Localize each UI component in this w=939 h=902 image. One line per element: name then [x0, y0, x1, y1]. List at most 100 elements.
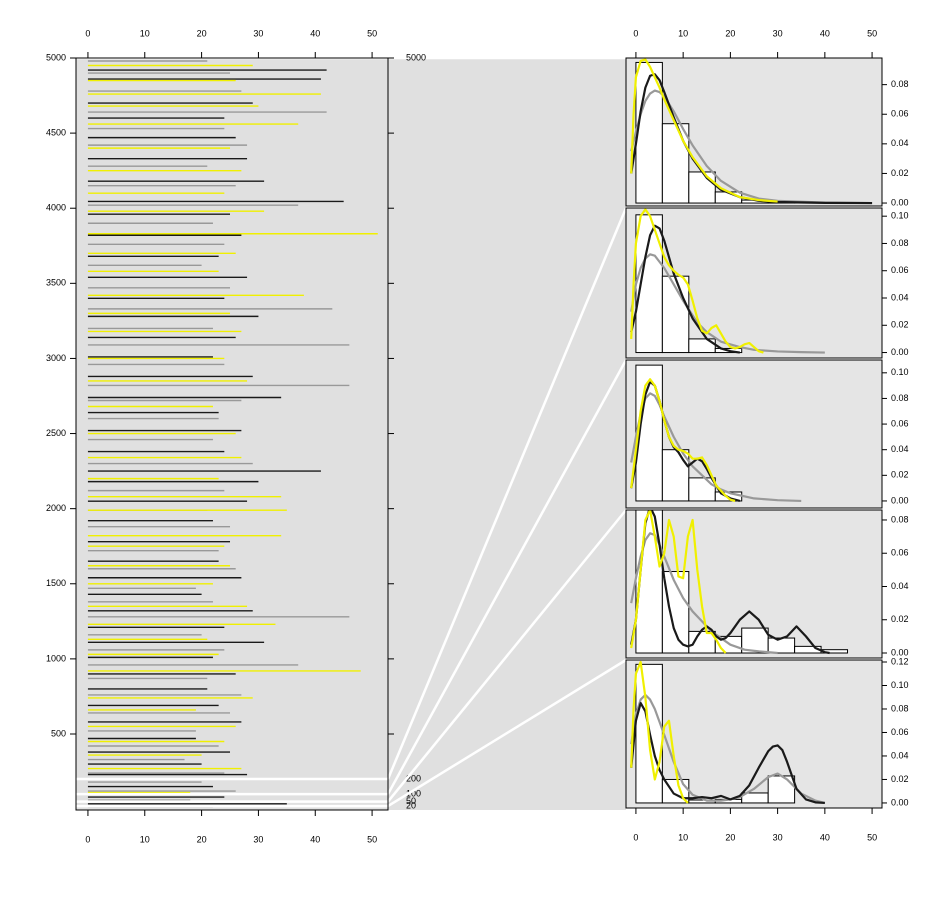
y-tick-label: 0.06: [891, 727, 909, 737]
x-tick-label: 10: [140, 28, 150, 38]
y-tick-label: 0.04: [891, 138, 909, 148]
density-curve: [630, 702, 825, 805]
x-tick-label: 10: [140, 834, 150, 844]
y-tick-label: 0.06: [891, 109, 909, 119]
zoom-connector: [386, 359, 628, 795]
density-curve: [630, 510, 727, 654]
y-tick-label: 4500: [46, 127, 66, 137]
histogram-bar: [661, 123, 690, 204]
y-tick-label: 0.08: [891, 79, 909, 89]
x-tick-label: 50: [867, 28, 877, 38]
y-tick-label: 0.02: [891, 774, 909, 784]
plot-area: [630, 660, 826, 805]
x-tick-label: 50: [867, 832, 877, 842]
y-tick-label: 1000: [46, 653, 66, 663]
density-curve: [630, 58, 778, 203]
y-tick-label: 0.00: [891, 647, 909, 657]
zoom-connector: [386, 207, 628, 780]
y-tick-label: 0.10: [891, 680, 909, 690]
x-tick-label: 40: [820, 28, 830, 38]
zoom-connector: [387, 658, 627, 808]
histogram-bar: [688, 171, 716, 204]
x-tick-label: 0: [85, 28, 90, 38]
x-tick-label: 10: [678, 28, 688, 38]
y-tick-label: 0.08: [891, 393, 909, 403]
x-tick-label: 20: [197, 28, 207, 38]
y-tick-label: 0.08: [891, 514, 909, 524]
y-tick-label: 2000: [46, 503, 66, 513]
histogram-bar: [767, 775, 796, 804]
density-curve: [630, 378, 736, 503]
y-tick-label: 4000: [46, 203, 66, 213]
y-tick-label: 0.04: [891, 444, 909, 454]
y-tick-label: 0.08: [891, 238, 909, 248]
y-tick-label: 0.06: [891, 265, 909, 275]
y-tick-label: 0.04: [891, 581, 909, 591]
y-tick-label: 0.02: [891, 470, 909, 480]
x-tick-label: 30: [773, 832, 783, 842]
zoom-band: [388, 58, 626, 810]
plot-frame: [625, 207, 883, 359]
plot-frame: [625, 359, 883, 509]
y-tick-label: 0.02: [891, 168, 909, 178]
histogram-bar: [741, 627, 769, 654]
y-tick-label: 0.00: [891, 797, 909, 807]
zoom-level-label: 5000: [406, 52, 426, 62]
zoom-level-label: 20: [406, 800, 416, 810]
y-tick-label: 0.00: [891, 347, 909, 357]
x-tick-label: 30: [773, 28, 783, 38]
density-curve: [630, 693, 826, 805]
x-tick-label: 30: [253, 834, 263, 844]
y-tick-label: 0.08: [891, 703, 909, 713]
y-tick-label: 0.12: [891, 656, 909, 666]
y-tick-label: 0.02: [891, 614, 909, 624]
y-tick-label: 3500: [46, 278, 66, 288]
x-tick-label: 20: [725, 832, 735, 842]
x-tick-label: 50: [367, 28, 377, 38]
y-tick-label: 0.04: [891, 292, 909, 302]
density-curve: [630, 510, 830, 655]
x-tick-label: 20: [725, 28, 735, 38]
x-tick-label: 20: [197, 834, 207, 844]
y-tick-label: 2500: [46, 428, 66, 438]
x-tick-label: 10: [678, 832, 688, 842]
plot-area: [630, 58, 873, 205]
zoom-connector: [387, 509, 627, 803]
plot-area: [630, 364, 802, 503]
y-tick-label: 0.06: [891, 548, 909, 558]
plot-frame: [625, 57, 883, 207]
histogram-bar: [688, 477, 716, 502]
x-tick-label: 50: [367, 834, 377, 844]
y-tick-label: 0.10: [891, 211, 909, 221]
density-curve: [630, 660, 689, 804]
plot-frame: [625, 659, 883, 809]
y-tick-label: 0.04: [891, 750, 909, 760]
x-tick-label: 30: [253, 28, 263, 38]
plot-area: [630, 510, 849, 655]
y-tick-label: 0.00: [891, 197, 909, 207]
y-tick-label: 0.00: [891, 495, 909, 505]
x-tick-label: 0: [633, 28, 638, 38]
zoom-level-label: 50: [406, 796, 416, 806]
y-tick-label: 0.02: [891, 320, 909, 330]
density-curve: [630, 532, 778, 655]
x-tick-label: 40: [820, 832, 830, 842]
density-curve: [630, 89, 873, 205]
y-tick-label: 500: [51, 728, 66, 738]
zoom-level-label: 200: [406, 773, 421, 783]
density-curve: [630, 224, 740, 354]
x-tick-label: 0: [85, 834, 90, 844]
plot-frame: [625, 509, 883, 659]
y-tick-label: 0.10: [891, 367, 909, 377]
y-tick-label: 1500: [46, 578, 66, 588]
y-tick-label: 3000: [46, 353, 66, 363]
y-tick-label: 0.06: [891, 418, 909, 428]
plot-area: [630, 208, 825, 354]
x-tick-label: 40: [310, 28, 320, 38]
histogram-bar: [767, 637, 796, 654]
density-curve: [630, 208, 764, 354]
y-tick-label: 5000: [46, 52, 66, 62]
x-tick-label: 0: [633, 832, 638, 842]
